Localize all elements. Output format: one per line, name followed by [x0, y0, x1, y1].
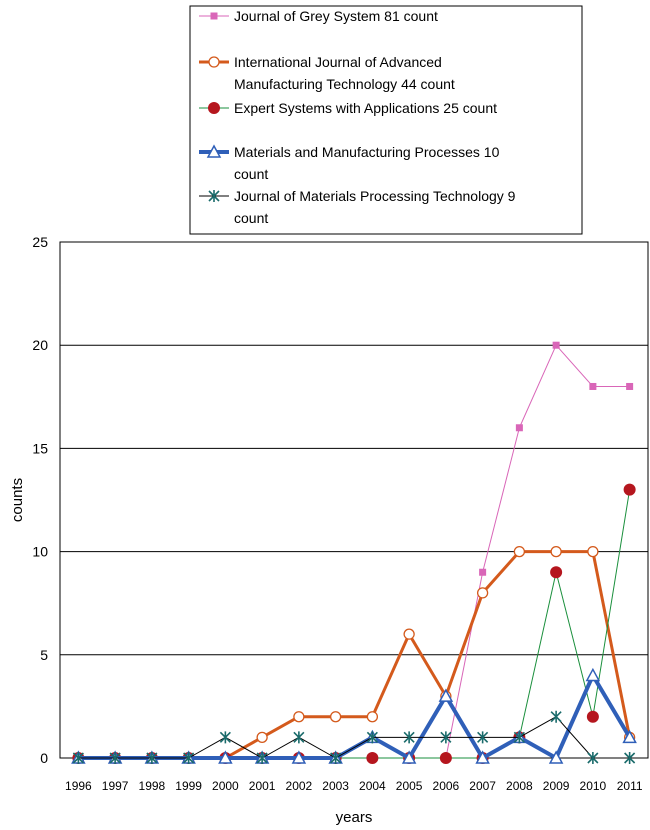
plot-area: [59, 241, 649, 764]
data-point: [329, 711, 342, 723]
x-tick-label: 2001: [249, 779, 276, 793]
data-point: [585, 667, 601, 682]
data-point: [626, 382, 634, 390]
data-point: [476, 587, 489, 599]
data-point: [208, 56, 220, 68]
data-point: [479, 568, 487, 576]
data-point: [623, 483, 636, 496]
x-tick-label: 2009: [543, 779, 570, 793]
series-4: [72, 710, 636, 764]
data-point: [218, 750, 233, 764]
legend-entry: Materials and Manufacturing Processes 10…: [199, 144, 500, 182]
legend-label: count: [234, 166, 268, 182]
x-tick-label: 1998: [139, 779, 166, 793]
data-point: [586, 710, 599, 723]
data-point: [183, 752, 195, 764]
x-tick-label: 1996: [65, 779, 92, 793]
legend-label: Materials and Manufacturing Processes 10: [234, 144, 500, 160]
data-point: [550, 566, 563, 579]
data-point: [72, 752, 84, 764]
legend-label: Expert Systems with Applications 25 coun…: [234, 100, 497, 116]
data-point: [293, 711, 305, 723]
x-tick-label: 1997: [102, 779, 129, 793]
data-point: [550, 545, 562, 558]
x-tick-label: 2000: [212, 779, 239, 793]
legend-entry: Journal of Materials Processing Technolo…: [199, 188, 516, 226]
data-point: [475, 750, 490, 764]
data-point: [587, 545, 599, 558]
data-point: [256, 752, 268, 764]
data-point: [624, 752, 636, 764]
x-tick-label: 2007: [469, 779, 496, 793]
legend-box: [189, 5, 583, 235]
data-point: [330, 752, 342, 764]
data-point: [439, 752, 452, 764]
legend-label: Journal of Grey System 81 count: [234, 8, 438, 24]
data-point: [477, 731, 489, 744]
data-point: [208, 190, 220, 202]
y-tick-label: 5: [40, 647, 48, 663]
x-tick-label: 2010: [580, 779, 607, 793]
data-point: [219, 731, 231, 744]
data-point: [109, 752, 121, 764]
x-tick-label: 2011: [617, 779, 643, 793]
y-tick-label: 20: [32, 337, 48, 353]
series-2: [72, 483, 636, 764]
data-point: [587, 752, 599, 764]
x-axis-title: years: [336, 809, 373, 826]
data-point: [548, 750, 564, 764]
legend-label: International Journal of Advanced: [234, 54, 442, 70]
legend-label: Journal of Materials Processing Technolo…: [234, 188, 516, 204]
x-tick-label: 2004: [359, 779, 386, 793]
x-tick-label: 2002: [286, 779, 313, 793]
x-tick-label: 1999: [175, 779, 202, 793]
data-point: [146, 752, 158, 764]
y-axis-title: counts: [9, 478, 26, 522]
data-point: [403, 731, 415, 744]
data-point: [366, 731, 378, 744]
x-tick-label: 2006: [433, 779, 460, 793]
legend-entry: Expert Systems with Applications 25 coun…: [199, 100, 497, 116]
data-point: [513, 731, 525, 744]
data-point: [438, 688, 454, 702]
legend-entry: International Journal of Advanced Manufac…: [199, 54, 455, 92]
legend: Journal of Grey System 81 count Internati…: [189, 5, 583, 235]
plot-frame: [59, 241, 649, 759]
x-tick-label: 2005: [396, 779, 423, 793]
legend-entry: Journal of Grey System 81 count: [199, 8, 438, 24]
y-tick-label: 25: [32, 234, 48, 250]
x-tick-label: 2003: [322, 779, 349, 793]
legend-label: count: [234, 210, 268, 226]
data-point: [552, 341, 560, 349]
data-point: [256, 731, 268, 744]
x-tick-label: 2008: [506, 779, 533, 793]
data-point: [589, 382, 597, 390]
data-point: [513, 545, 526, 558]
data-point: [401, 750, 417, 764]
y-tick-label: 10: [32, 544, 48, 560]
data-point: [403, 628, 415, 640]
legend-label: Manufacturing Technology 44 count: [234, 76, 455, 92]
data-point: [515, 424, 523, 432]
data-point: [293, 731, 305, 744]
data-point: [622, 729, 637, 744]
y-tick-label: 15: [32, 440, 48, 456]
data-point: [210, 12, 218, 20]
data-point: [366, 711, 379, 723]
data-point: [208, 102, 220, 114]
data-point: [366, 752, 379, 764]
data-point: [440, 731, 452, 744]
y-tick-label: 0: [40, 750, 48, 766]
series-line: [78, 716, 630, 759]
data-point: [550, 710, 562, 723]
data-point: [291, 750, 307, 764]
data-point: [206, 144, 222, 158]
